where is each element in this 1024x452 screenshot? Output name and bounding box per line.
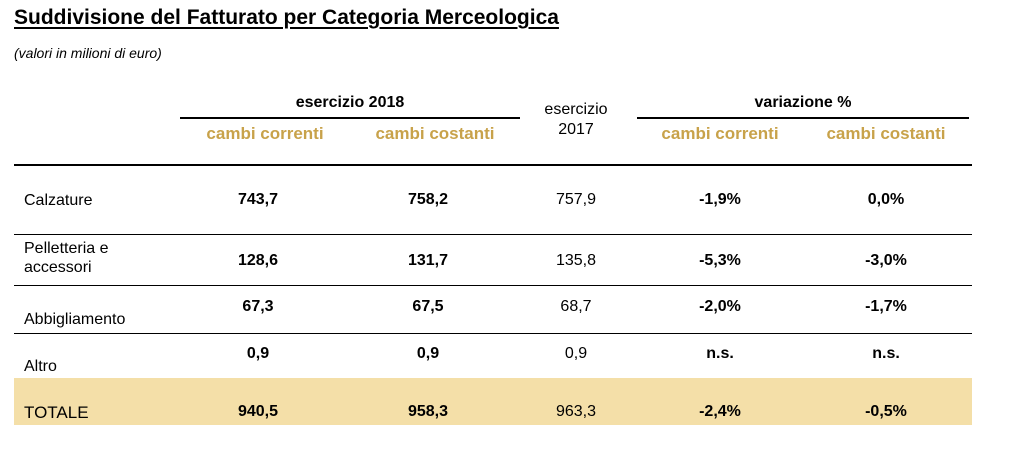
cell-var-correnti: -1,9% xyxy=(699,191,741,208)
cell-var-correnti: -5,3% xyxy=(699,252,741,269)
header-cambi-costanti-2018: cambi costanti xyxy=(375,124,495,143)
row-separator xyxy=(14,234,972,235)
cell-2017: 135,8 xyxy=(555,252,597,269)
cell-2017: 68,7 xyxy=(560,298,592,315)
header-cambi-costanti-var: cambi costanti xyxy=(826,124,946,143)
cell-var-costanti: 0,0% xyxy=(867,191,905,208)
cell-total-var-costanti: -0,5% xyxy=(865,403,907,420)
row-label-line: Pelletteria e xyxy=(24,240,109,257)
header-bottom-rule xyxy=(14,164,972,166)
row-label-line: accessori xyxy=(24,259,92,276)
cell-total-2017: 963,3 xyxy=(555,403,597,420)
header-esercizio-2017-line1: esercizio xyxy=(544,101,608,118)
row-label-calzature: Calzature xyxy=(24,191,92,210)
header-cambi-correnti-2018: cambi correnti xyxy=(206,124,324,143)
cell-2017: 0,9 xyxy=(564,345,588,362)
row-label-totale: TOTALE xyxy=(24,403,89,422)
header-underline-2018 xyxy=(180,117,520,119)
cell-var-costanti: n.s. xyxy=(872,345,900,362)
cell-2018-correnti: 128,6 xyxy=(237,252,279,269)
cell-var-costanti: -3,0% xyxy=(865,252,907,269)
row-label-altro: Altro xyxy=(24,357,57,376)
row-separator xyxy=(14,285,972,286)
cell-total-2018-correnti: 940,5 xyxy=(237,403,279,420)
cell-2018-correnti: 67,3 xyxy=(242,298,274,315)
row-label-pelletteria: Pelletteria e accessori xyxy=(24,239,109,277)
header-underline-variazione xyxy=(637,117,969,119)
header-esercizio-2017-line2: 2017 xyxy=(558,121,594,138)
cell-2018-correnti: 0,9 xyxy=(246,345,270,362)
cell-2018-costanti: 758,2 xyxy=(407,191,449,208)
page-subtitle: (valori in milioni di euro) xyxy=(14,45,162,61)
row-label-line: Abbigliamento xyxy=(24,311,126,328)
row-label-line: Calzature xyxy=(24,192,93,209)
cell-var-costanti: -1,7% xyxy=(865,298,907,315)
row-label-line: TOTALE xyxy=(24,403,89,422)
cell-2018-costanti: 131,7 xyxy=(407,252,449,269)
row-separator xyxy=(14,333,972,334)
header-cambi-correnti-var: cambi correnti xyxy=(661,124,779,143)
cell-total-var-correnti: -2,4% xyxy=(699,403,741,420)
total-row-band xyxy=(14,378,972,425)
header-esercizio-2018: esercizio 2018 xyxy=(295,94,405,111)
cell-2018-costanti: 67,5 xyxy=(412,298,444,315)
cell-2018-correnti: 743,7 xyxy=(237,191,279,208)
cell-2018-costanti: 0,9 xyxy=(416,345,440,362)
cell-2017: 757,9 xyxy=(555,191,597,208)
cell-var-correnti: -2,0% xyxy=(699,298,741,315)
cell-total-2018-costanti: 958,3 xyxy=(407,403,449,420)
header-esercizio-2017: esercizio 2017 xyxy=(520,100,632,140)
page-title: Suddivisione del Fatturato per Categoria… xyxy=(14,6,559,29)
cell-var-correnti: n.s. xyxy=(706,345,734,362)
row-label-line: Altro xyxy=(24,358,57,375)
row-label-abbigliamento: Abbigliamento xyxy=(24,310,125,329)
header-variazione: variazione % xyxy=(754,94,852,111)
